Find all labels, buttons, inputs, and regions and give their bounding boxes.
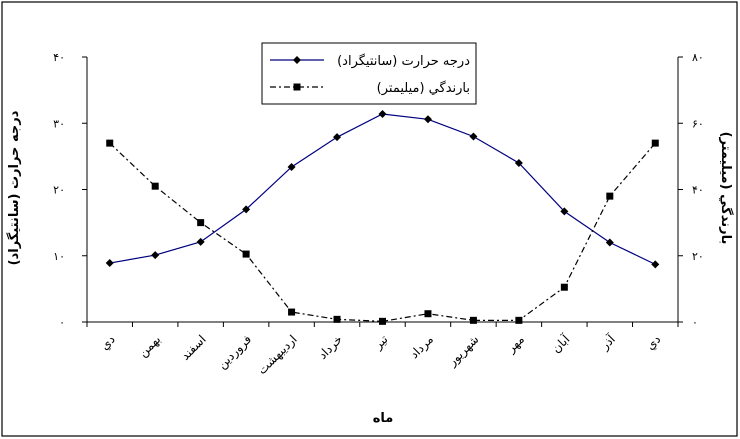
right-tick-label: ٠ (692, 316, 698, 329)
rainfall-point (424, 310, 432, 318)
left-tick-label: ٠ (59, 316, 65, 329)
left-tick-label: ٣٠ (53, 117, 65, 130)
temperature-point (423, 115, 432, 124)
temperature-point (333, 133, 342, 142)
temperature-point (196, 237, 205, 246)
legend-diamond-marker (293, 56, 301, 64)
temperature-point (151, 251, 160, 260)
legend-label: بارندگي (ميليمتر) (377, 80, 470, 96)
left-tick-label: ٢٠ (53, 184, 65, 197)
series-group (105, 109, 660, 325)
rainfall-point (606, 192, 614, 200)
right-tick-label: ۴٠ (692, 184, 704, 197)
rainfall-point (333, 315, 341, 323)
temperature-point (287, 162, 296, 171)
rainfall-point (515, 316, 523, 324)
rainfall-point (469, 316, 477, 324)
temperature-point (242, 205, 251, 214)
temperature-point (514, 159, 523, 167)
legend-label: درجه حرارت (سانتيگراد) (337, 53, 470, 69)
left-axis-ticks: ٠ ١٠ ٢٠ ٣٠ ۴٠ (53, 51, 87, 329)
x-axis-title: ماه (373, 411, 394, 426)
right-axis-ticks: ٠ ٢٠ ۴٠ ۶٠ ٨٠ (678, 51, 704, 329)
rainfall-point (242, 250, 250, 258)
right-tick-label: ٨٠ (692, 51, 704, 64)
temperature-point (105, 259, 114, 268)
rainfall-point (197, 219, 205, 227)
temperature-point (651, 260, 660, 269)
left-tick-label: ١٠ (53, 250, 65, 263)
right-tick-label: ٢٠ (692, 250, 704, 263)
rainfall-point (106, 139, 114, 147)
temperature-point (378, 109, 387, 118)
temperature-point (605, 238, 614, 247)
temperature-point (560, 207, 569, 216)
rainfall-point (151, 182, 159, 190)
right-tick-label: ۶٠ (692, 117, 704, 130)
legend-box (261, 42, 477, 105)
right-axis-title: بارندگي (ميليمتر) (718, 132, 734, 245)
rainfall-point (560, 283, 568, 291)
legend-square-marker (293, 83, 301, 91)
left-tick-label: ۴٠ (53, 51, 65, 64)
temperature-point (469, 132, 478, 141)
rainfall-point (379, 317, 386, 325)
rainfall-point (288, 308, 296, 316)
rainfall-point (651, 139, 659, 147)
legend: درجه حرارت (سانتيگراد) بارندگي (ميليمتر) (261, 42, 477, 105)
left-axis-title: درجه حرارت (سانتيگراد) (6, 110, 22, 265)
